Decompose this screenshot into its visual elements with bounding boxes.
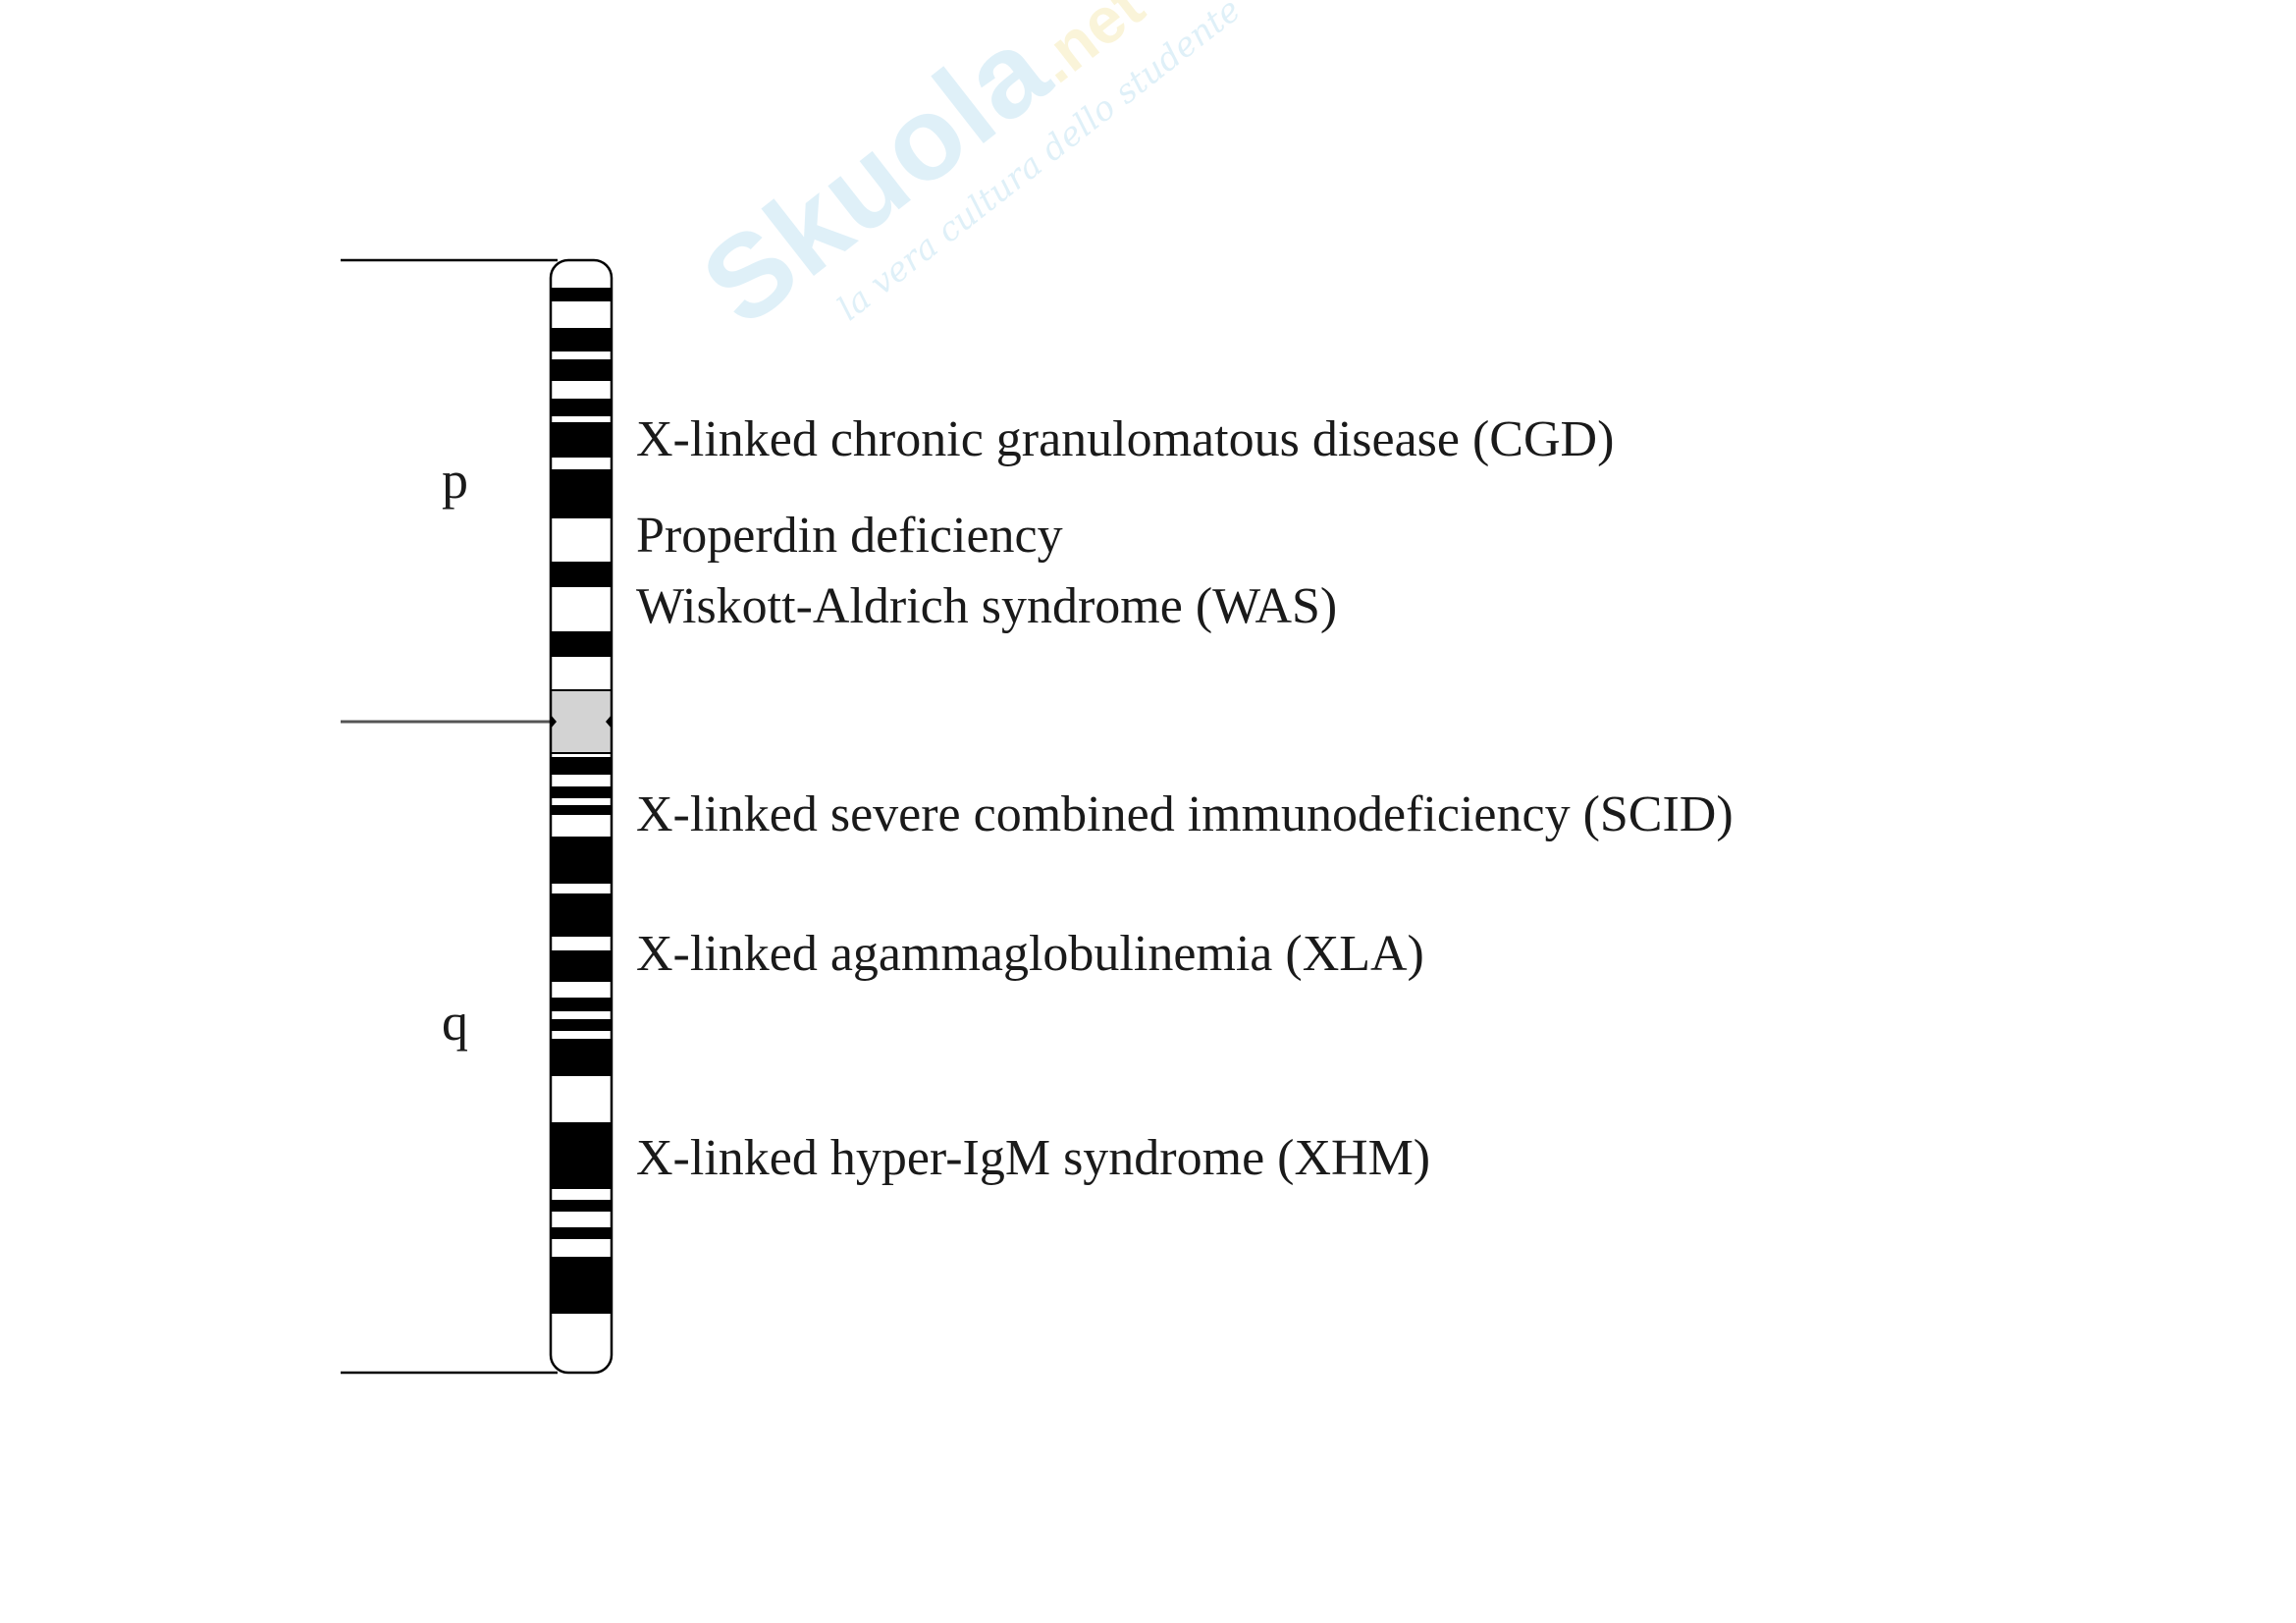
band — [551, 469, 612, 518]
band — [551, 562, 612, 587]
centromere — [551, 689, 612, 754]
band — [551, 837, 612, 884]
band — [551, 1200, 612, 1212]
band — [551, 399, 612, 416]
band — [551, 1257, 612, 1314]
disease-label-properdin: Properdin deficiency — [636, 508, 1063, 564]
band — [551, 288, 612, 301]
q-arm-label: q — [442, 993, 468, 1052]
band — [551, 950, 612, 982]
band — [551, 328, 612, 352]
band — [551, 1122, 612, 1189]
band — [551, 422, 612, 458]
disease-label-xla: X-linked agammaglobulinemia (XLA) — [636, 926, 1424, 982]
band — [551, 998, 612, 1011]
band — [551, 757, 612, 775]
disease-label-was: Wiskott-Aldrich syndrome (WAS) — [636, 578, 1338, 634]
disease-label-scid: X-linked severe combined immunodeficienc… — [636, 786, 1734, 842]
band — [551, 893, 612, 937]
band — [551, 1039, 612, 1076]
x-chromosome — [549, 258, 614, 1375]
band — [551, 786, 612, 798]
band — [551, 631, 612, 657]
band — [551, 805, 612, 815]
chromosome-bands — [551, 260, 612, 1373]
chromosome-outline — [549, 258, 614, 1375]
disease-label-xhm: X-linked hyper-IgM syndrome (XHM) — [636, 1130, 1431, 1186]
disease-label-cgd: X-linked chronic granulomatous disease (… — [636, 411, 1615, 467]
band — [551, 1019, 612, 1031]
p-arm-label: p — [442, 451, 468, 510]
band — [551, 1227, 612, 1239]
band — [551, 359, 612, 381]
